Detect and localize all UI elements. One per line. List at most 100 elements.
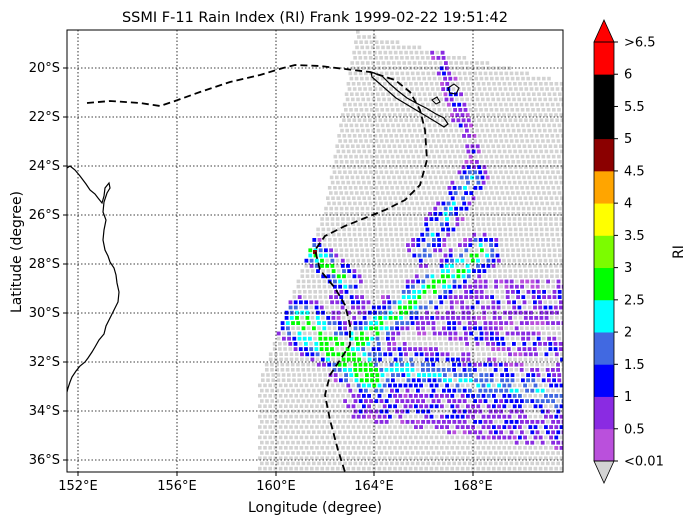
swath-pixel xyxy=(414,466,418,471)
swath-pixel xyxy=(550,102,555,107)
rain-pixel xyxy=(469,295,474,299)
rain-pixel xyxy=(418,264,423,268)
swath-pixel xyxy=(402,128,407,133)
swath-pixel xyxy=(409,352,413,356)
swath-pixel xyxy=(340,175,344,180)
swath-pixel xyxy=(348,186,353,190)
swath-pixel xyxy=(386,212,391,216)
swath-pixel xyxy=(349,191,354,195)
swath-pixel xyxy=(502,113,506,117)
swath-pixel xyxy=(462,440,467,445)
swath-pixel xyxy=(513,316,518,320)
swath-pixel xyxy=(340,144,345,148)
rain-pixel xyxy=(466,180,470,185)
swath-pixel xyxy=(332,388,337,393)
swath-pixel xyxy=(525,154,530,159)
rain-pixel xyxy=(478,279,483,284)
swath-pixel xyxy=(424,180,429,185)
swath-pixel xyxy=(401,123,406,128)
rain-pixel xyxy=(452,279,457,284)
swath-pixel xyxy=(439,342,443,346)
rain-pixel xyxy=(321,274,326,279)
rain-pixel xyxy=(315,316,320,320)
swath-pixel xyxy=(460,435,465,440)
swath-pixel xyxy=(485,191,489,195)
swath-pixel xyxy=(404,269,409,273)
swath-pixel xyxy=(471,383,475,388)
swath-pixel xyxy=(443,160,448,164)
rain-pixel xyxy=(340,342,345,346)
swath-pixel xyxy=(471,357,476,362)
swath-pixel xyxy=(491,222,496,226)
rain-pixel xyxy=(495,253,500,258)
swath-pixel xyxy=(317,430,321,434)
swath-pixel xyxy=(526,191,531,195)
swath-pixel xyxy=(317,368,321,372)
swath-pixel xyxy=(487,274,492,278)
rain-pixel xyxy=(293,300,298,305)
swath-pixel xyxy=(354,331,359,336)
swath-pixel xyxy=(525,170,529,174)
swath-pixel xyxy=(330,222,335,226)
swath-pixel xyxy=(423,342,428,346)
rain-pixel xyxy=(349,336,354,341)
swath-pixel xyxy=(356,180,361,185)
rain-pixel xyxy=(475,300,480,305)
swath-pixel xyxy=(407,191,411,195)
swath-pixel xyxy=(369,420,373,424)
rain-pixel xyxy=(395,321,399,325)
swath-pixel xyxy=(380,40,384,44)
swath-pixel xyxy=(527,342,532,346)
swath-pixel xyxy=(360,123,364,128)
swath-pixel xyxy=(393,456,397,460)
swath-pixel xyxy=(381,175,386,180)
swath-pixel xyxy=(357,118,362,122)
swath-pixel xyxy=(536,108,540,112)
swath-pixel xyxy=(362,357,367,362)
swath-pixel xyxy=(398,113,402,117)
rain-pixel xyxy=(492,357,497,362)
swath-pixel xyxy=(511,212,515,216)
swath-pixel xyxy=(517,128,521,133)
swath-pixel xyxy=(357,227,362,232)
swath-pixel xyxy=(344,123,348,128)
swath-pixel xyxy=(454,128,459,133)
rain-pixel xyxy=(468,326,472,331)
rain-pixel xyxy=(430,232,435,237)
swath-pixel xyxy=(403,425,408,429)
swath-pixel xyxy=(439,305,444,310)
swath-pixel xyxy=(419,357,424,362)
swath-pixel xyxy=(265,399,269,403)
rain-pixel xyxy=(417,290,422,294)
rain-pixel xyxy=(421,284,426,289)
rain-pixel xyxy=(398,357,403,362)
rain-pixel xyxy=(443,92,448,97)
rain-pixel xyxy=(365,378,369,383)
swath-pixel xyxy=(555,134,560,138)
rain-pixel xyxy=(400,362,404,367)
swath-pixel xyxy=(546,238,550,242)
swath-pixel xyxy=(330,217,335,221)
swath-pixel xyxy=(550,87,555,91)
rain-pixel xyxy=(540,321,545,325)
swath-pixel xyxy=(450,352,455,356)
swath-pixel xyxy=(558,128,563,133)
swath-pixel xyxy=(552,331,556,336)
swath-pixel xyxy=(341,310,346,315)
swath-pixel xyxy=(450,456,454,460)
swath-pixel xyxy=(348,430,352,434)
swath-pixel xyxy=(379,279,384,284)
swath-pixel xyxy=(495,76,499,81)
swath-pixel xyxy=(514,87,518,91)
swath-pixel xyxy=(522,144,527,148)
rain-pixel xyxy=(314,258,319,263)
rain-pixel xyxy=(330,347,334,351)
swath-pixel xyxy=(526,295,531,299)
swath-pixel xyxy=(551,139,556,143)
swath-pixel xyxy=(507,97,511,102)
swath-pixel xyxy=(367,222,371,226)
swath-pixel xyxy=(481,446,486,450)
rain-pixel xyxy=(448,248,453,253)
swath-pixel xyxy=(480,92,484,96)
swath-pixel xyxy=(426,461,430,466)
